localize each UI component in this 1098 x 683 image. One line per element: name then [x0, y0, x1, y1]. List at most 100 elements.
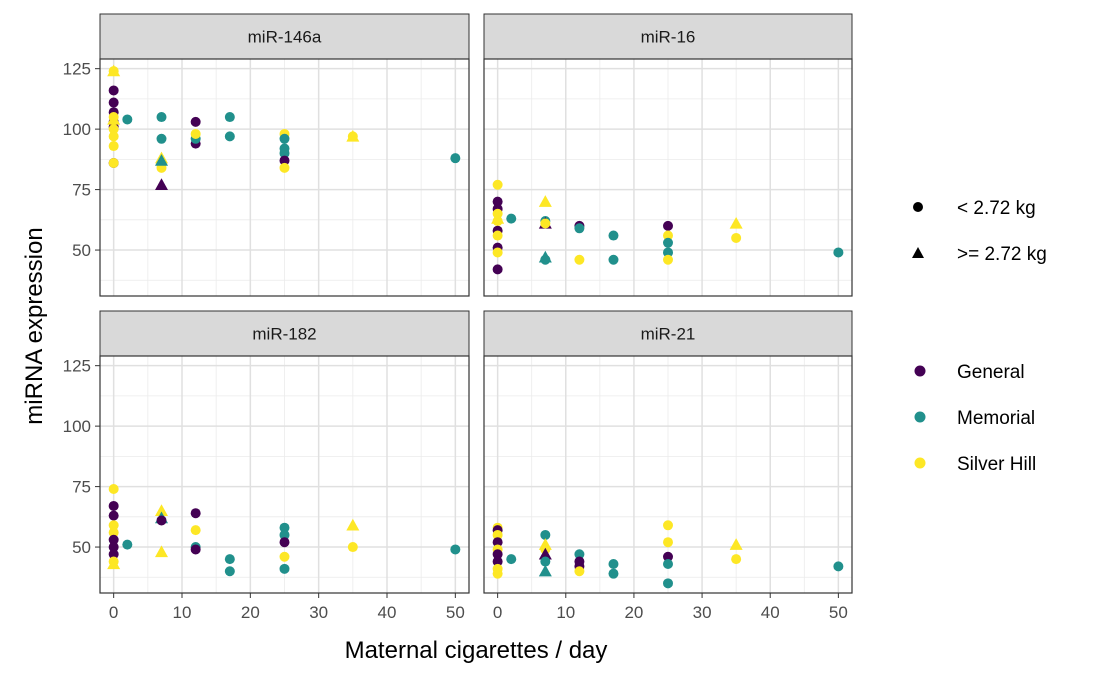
data-point	[279, 529, 290, 540]
data-point-triangle	[155, 504, 168, 516]
y-tick-label: 125	[63, 60, 91, 79]
data-points	[107, 64, 461, 190]
x-tick-label: 30	[693, 603, 712, 622]
x-tick-label: 0	[493, 603, 502, 622]
data-point	[108, 500, 119, 511]
data-point	[108, 520, 119, 531]
legend-key-silver-hill	[914, 457, 926, 469]
legend-key-general	[914, 365, 926, 377]
legend-key-circle	[913, 202, 923, 212]
data-point	[731, 232, 742, 243]
data-point	[492, 264, 503, 275]
data-point	[574, 566, 585, 577]
data-point	[108, 549, 119, 560]
y-tick-label: 50	[72, 241, 91, 260]
data-point	[506, 554, 517, 565]
facet-title: miR-182	[252, 325, 316, 344]
data-point	[108, 97, 119, 108]
y-tick-label: 100	[63, 120, 91, 139]
data-point	[663, 237, 673, 248]
data-point-triangle	[107, 64, 121, 77]
data-point	[540, 556, 551, 567]
data-points	[107, 484, 461, 577]
data-point	[574, 549, 585, 560]
data-point	[190, 544, 201, 555]
data-point	[731, 554, 742, 565]
data-point	[279, 133, 290, 144]
data-point-triangle	[346, 129, 360, 142]
data-point	[450, 544, 461, 555]
data-point	[279, 563, 290, 574]
y-tick-label: 75	[72, 181, 91, 200]
x-tick-label: 0	[109, 603, 118, 622]
data-point	[663, 220, 673, 231]
color-legend: General Memorial Silver Hill	[914, 362, 1036, 475]
data-point	[279, 551, 290, 562]
y-tick-label: 125	[63, 357, 91, 376]
x-tick-label: 50	[446, 603, 465, 622]
data-point	[122, 114, 133, 125]
y-axis-label: miRNA expression	[21, 227, 48, 424]
data-point	[492, 568, 503, 579]
data-point	[492, 179, 503, 190]
data-point	[574, 254, 585, 265]
x-tick-label: 50	[829, 603, 848, 622]
data-point-triangle	[729, 216, 743, 229]
data-point	[108, 85, 119, 96]
data-point-triangle	[538, 547, 552, 560]
legend-label: >= 2.72 kg	[957, 244, 1047, 265]
data-point	[156, 515, 167, 526]
data-point	[608, 254, 619, 265]
data-points	[492, 520, 844, 589]
data-point	[608, 230, 619, 241]
data-point-triangle	[107, 557, 121, 570]
data-point	[492, 247, 503, 258]
data-point	[492, 196, 503, 207]
data-point	[122, 539, 133, 550]
x-tick-label: 20	[241, 603, 260, 622]
legend-label: < 2.72 kg	[957, 198, 1036, 219]
data-point	[663, 254, 673, 265]
data-point	[108, 534, 119, 545]
data-point	[574, 223, 585, 234]
data-point	[190, 116, 201, 127]
data-point	[108, 124, 119, 135]
data-points	[491, 179, 844, 275]
data-point	[833, 561, 844, 572]
data-point	[108, 527, 119, 538]
data-point	[663, 247, 673, 258]
x-tick-label: 10	[556, 603, 575, 622]
x-tick-label: 40	[761, 603, 780, 622]
data-point	[156, 112, 167, 123]
data-point	[492, 549, 503, 560]
data-point	[108, 510, 119, 521]
y-tick-label: 100	[63, 417, 91, 436]
data-point	[108, 141, 119, 152]
data-point	[663, 558, 673, 569]
x-tick-label: 40	[378, 603, 397, 622]
legend-label: Memorial	[957, 408, 1035, 429]
data-point	[224, 566, 235, 577]
data-point	[663, 551, 673, 562]
data-point	[540, 218, 551, 229]
data-point	[224, 554, 235, 565]
data-point	[450, 153, 461, 164]
data-point	[279, 148, 290, 159]
facet-title: miR-21	[641, 325, 696, 344]
panel-border	[99, 355, 470, 594]
facet-title: miR-16	[641, 28, 696, 47]
data-point	[663, 537, 673, 548]
panel-border	[99, 58, 470, 297]
data-point	[108, 157, 119, 168]
legend-label: Silver Hill	[957, 454, 1036, 475]
shape-legend: < 2.72 kg >= 2.72 kg	[912, 198, 1047, 265]
facet-title: miR-146a	[248, 28, 322, 47]
data-point	[506, 213, 517, 224]
data-point	[156, 133, 167, 144]
data-point	[663, 578, 673, 589]
data-point	[190, 525, 201, 536]
data-point-triangle	[155, 154, 168, 166]
data-point	[224, 131, 235, 142]
